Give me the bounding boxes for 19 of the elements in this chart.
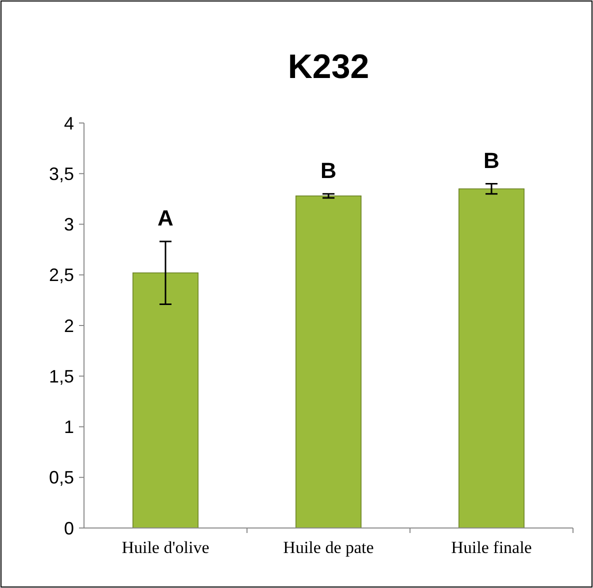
bar [458,188,524,528]
y-tick-label: 3,5 [48,164,74,184]
annotation: B [320,158,336,183]
y-tick-label: 4 [64,113,74,134]
x-tick-label: Huile finale [451,538,532,557]
annotation: A [158,205,174,230]
x-tick-label: Huile d'olive [122,538,210,557]
annotation: B [484,148,500,173]
bar [296,196,362,528]
bar [132,272,198,528]
chart-title: K232 [288,48,370,86]
y-tick-label: 1,5 [48,366,74,386]
y-tick-label: 1 [64,417,74,438]
y-tick-label: 2 [64,316,74,336]
y-tick-label: 0,5 [48,468,74,488]
y-tick-label: 3 [64,214,74,235]
y-tick-label: 2,5 [48,265,74,286]
x-tick-label: Huile de pate [283,538,374,557]
y-tick-label: 0 [64,518,74,538]
